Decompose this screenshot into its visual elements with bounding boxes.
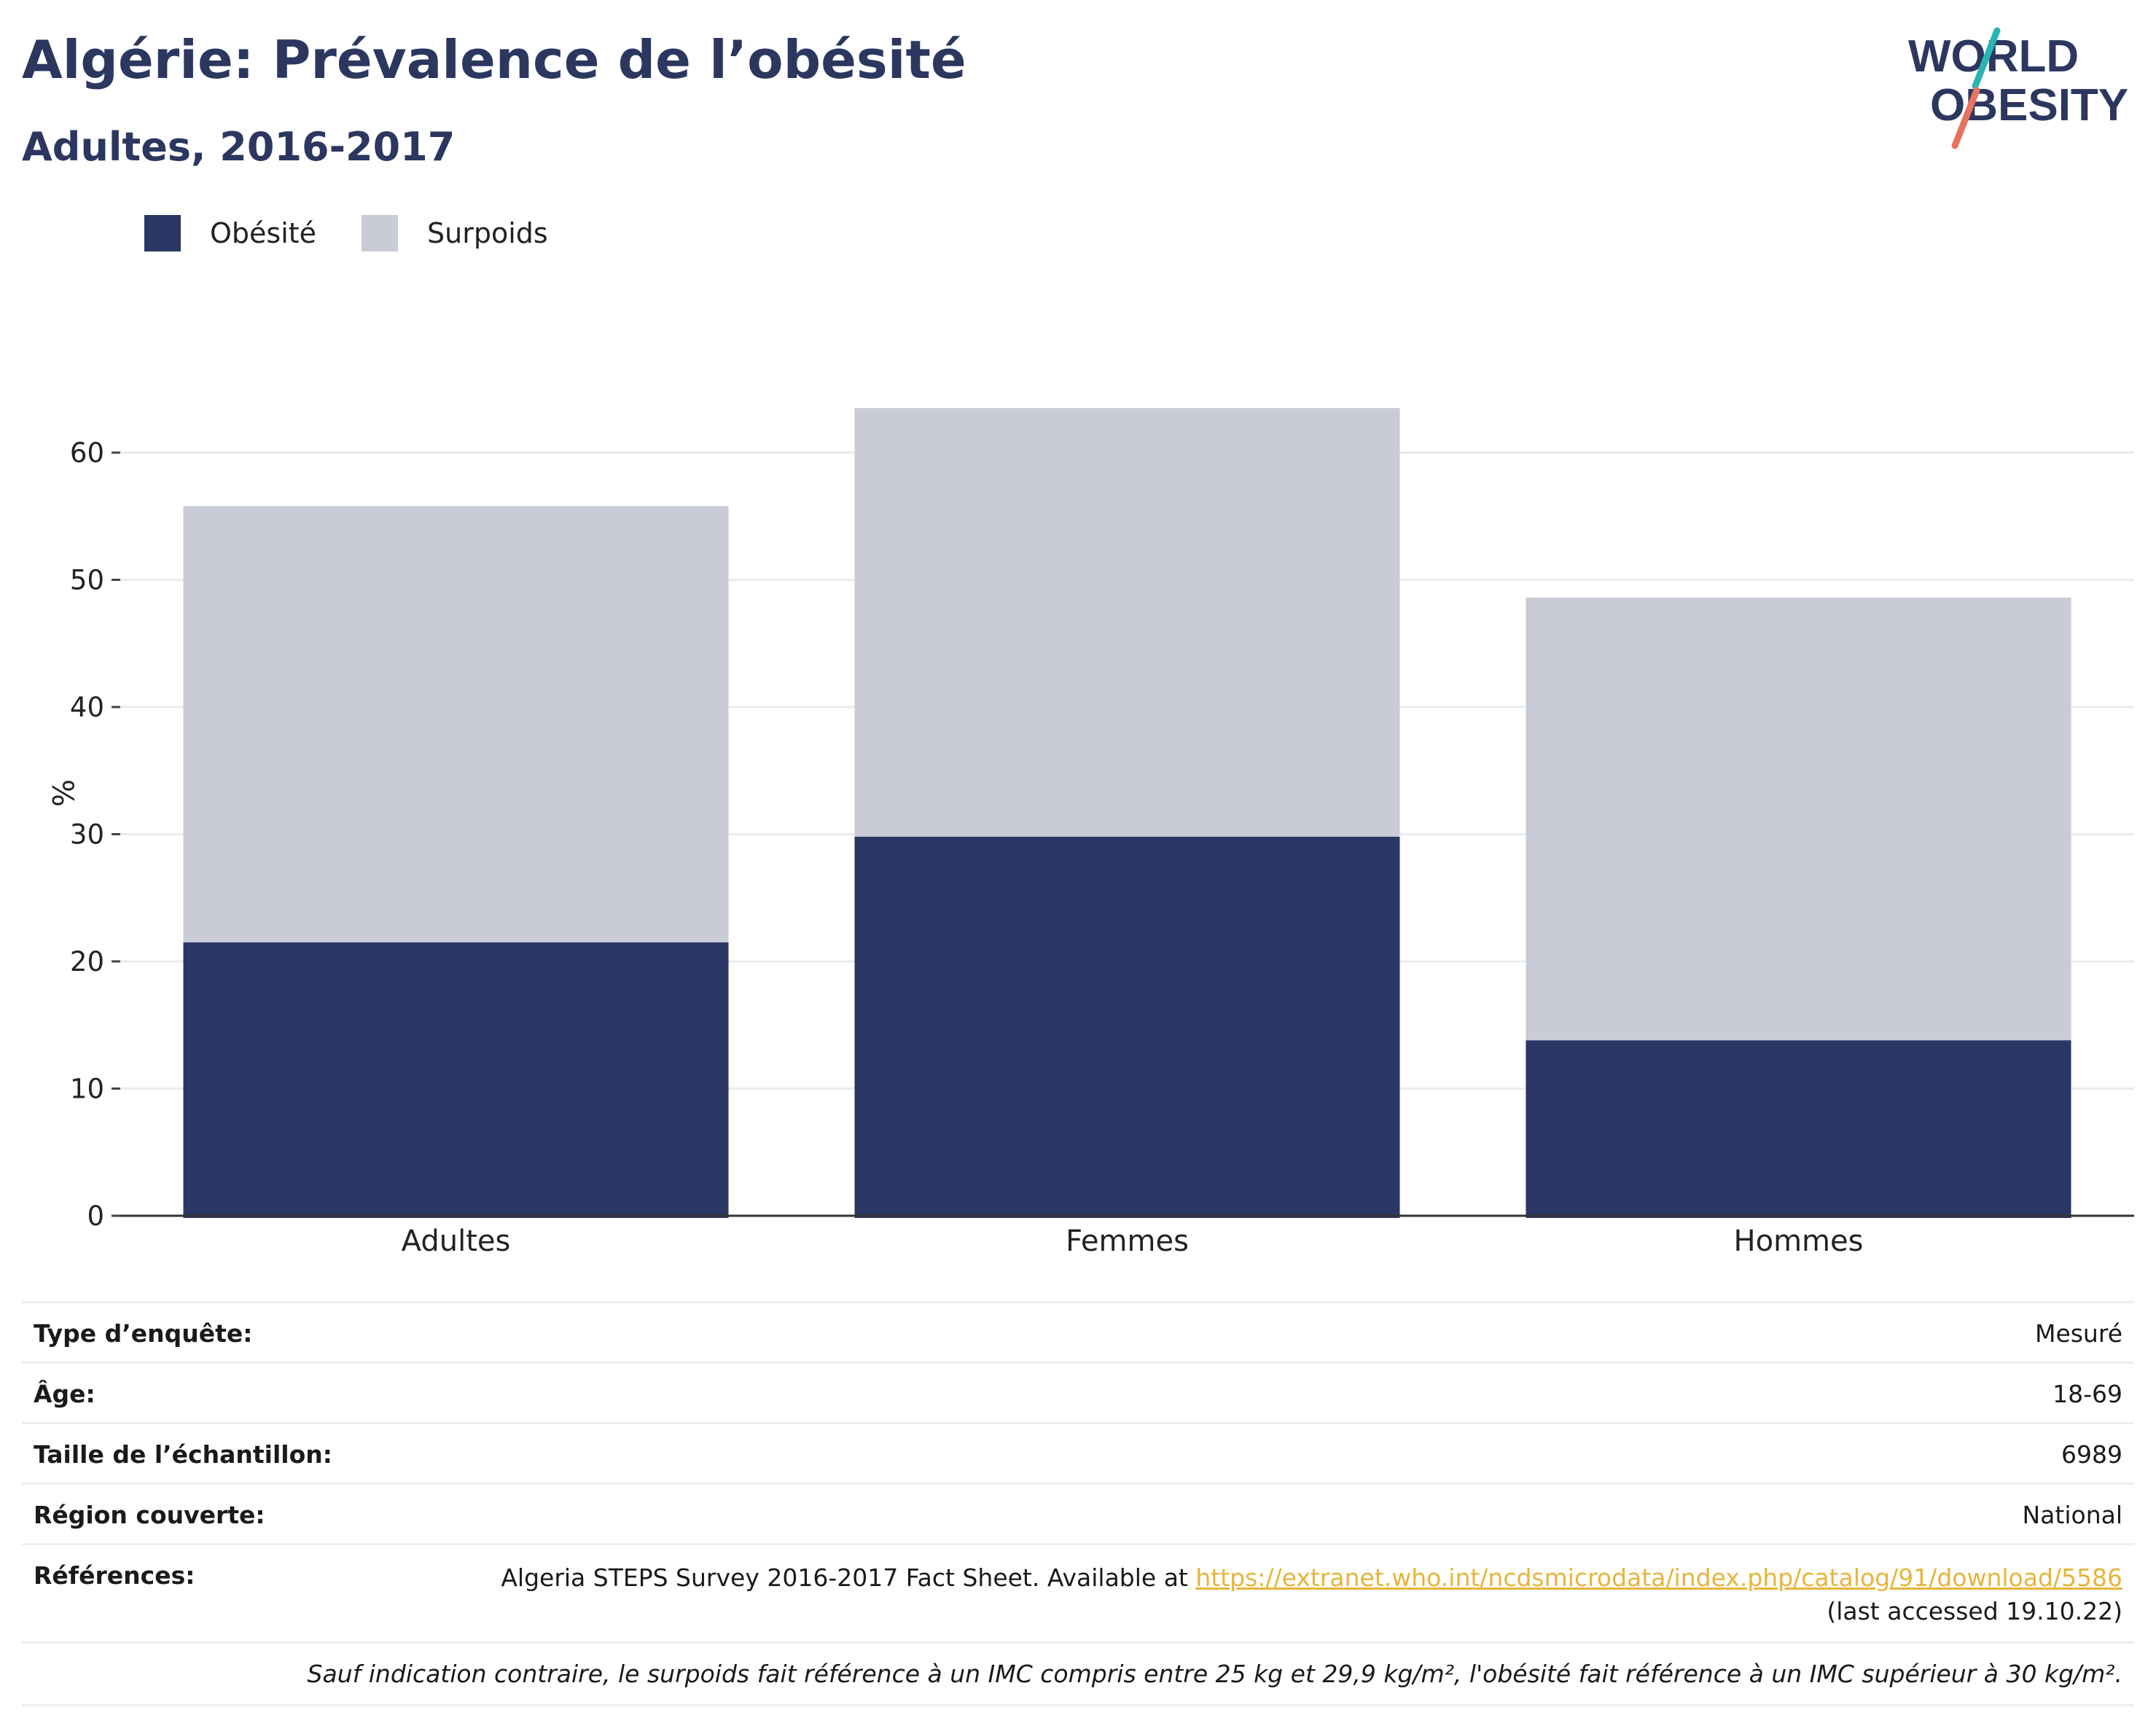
axes: 0 10 20 30 40 50 60 Adultes Femmes Hommes% bbox=[45, 437, 2134, 1258]
meta-label-type: Type d’enquête: bbox=[34, 1319, 253, 1348]
meta-row-references: Références: Algeria STEPS Survey 2016-20… bbox=[22, 1545, 2134, 1644]
meta-label-region: Région couverte: bbox=[34, 1501, 265, 1529]
meta-label-sample: Taille de l’échantillon: bbox=[34, 1440, 332, 1469]
meta-value-type: Mesuré bbox=[2034, 1319, 2122, 1348]
meta-label-age: Âge: bbox=[34, 1380, 95, 1408]
meta-row-type: Type d’enquête: Mesuré bbox=[22, 1303, 2134, 1364]
logo-slash-top bbox=[1972, 27, 2001, 90]
meta-row-region: Région couverte: National bbox=[22, 1485, 2134, 1545]
meta-row-age: Âge: 18-69 bbox=[22, 1364, 2134, 1424]
bar-surpoids-adultes bbox=[183, 506, 729, 942]
page-subtitle: Adultes, 2016-2017 bbox=[22, 124, 456, 170]
chart-legend: Obésité Surpoids bbox=[144, 215, 593, 251]
bar-surpoids-femmes bbox=[854, 407, 1400, 837]
meta-value-age: 18-69 bbox=[2053, 1380, 2122, 1408]
meta-value-sample: 6989 bbox=[2061, 1440, 2122, 1469]
legend-label-obesite: Obésité bbox=[210, 217, 317, 249]
bar-obesite-adultes bbox=[183, 942, 729, 1218]
x-tick-label: Adultes bbox=[402, 1225, 511, 1258]
meta-value-region: National bbox=[2022, 1501, 2122, 1529]
definition-footnote: Sauf indication contraire, le surpoids f… bbox=[22, 1644, 2134, 1706]
references-text: Algeria STEPS Survey 2016-2017 Fact Shee… bbox=[501, 1563, 1196, 1592]
y-tick-label: 30 bbox=[70, 819, 104, 851]
legend-label-surpoids: Surpoids bbox=[427, 217, 548, 249]
legend-item-obesite: Obésité bbox=[144, 215, 316, 251]
y-tick-label: 10 bbox=[70, 1074, 104, 1105]
legend-swatch-surpoids bbox=[362, 215, 399, 251]
bar-obesite-femmes bbox=[854, 836, 1400, 1218]
legend-swatch-obesite bbox=[144, 215, 181, 251]
stacked-bar-chart: 0 10 20 30 40 50 60 Adultes Femmes Hommes% bbox=[45, 407, 2134, 1258]
bar-surpoids-hommes bbox=[1526, 597, 2071, 1041]
survey-details-table: Type d’enquête: Mesuré Âge: 18-69 Taille… bbox=[22, 1301, 2134, 1706]
legend-item-surpoids: Surpoids bbox=[362, 215, 548, 251]
x-tick-label: Femmes bbox=[1066, 1225, 1189, 1258]
y-tick-label: 20 bbox=[70, 946, 104, 977]
y-axis-label: % bbox=[45, 779, 79, 807]
meta-row-sample: Taille de l’échantillon: 6989 bbox=[22, 1424, 2134, 1485]
references-link[interactable]: https://extranet.who.int/ncdsmicrodata/i… bbox=[1195, 1563, 2122, 1592]
y-tick-label: 50 bbox=[70, 565, 104, 596]
world-obesity-logo: WORLD OBESITY bbox=[1908, 27, 2128, 149]
bars bbox=[183, 407, 2071, 1218]
page-title: Algérie: Prévalence de l’obésité bbox=[22, 29, 966, 90]
references-accessed: (last accessed 19.10.22) bbox=[1827, 1597, 2122, 1625]
x-tick-label: Hommes bbox=[1734, 1225, 1864, 1258]
logo-slash-bottom bbox=[1951, 87, 1980, 149]
references-value: Algeria STEPS Survey 2016-2017 Fact Shee… bbox=[501, 1561, 2122, 1628]
y-tick-label: 60 bbox=[70, 437, 104, 469]
y-tick-label: 0 bbox=[87, 1200, 104, 1232]
y-tick-label: 40 bbox=[70, 692, 104, 723]
bar-obesite-hommes bbox=[1526, 1040, 2071, 1218]
meta-label-references: Références: bbox=[34, 1561, 195, 1590]
